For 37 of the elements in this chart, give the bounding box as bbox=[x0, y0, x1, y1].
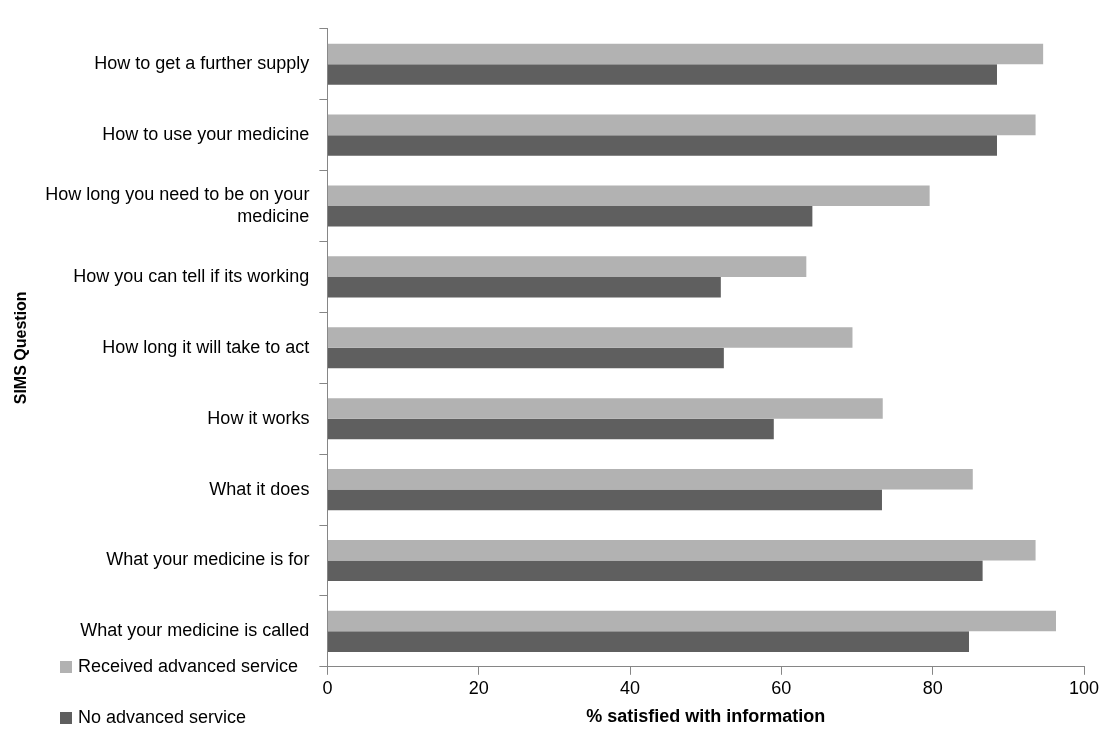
bar bbox=[327, 43, 1044, 65]
y-tick-label: What your medicine is for bbox=[106, 549, 310, 570]
bar bbox=[327, 347, 724, 369]
y-axis-title: SIMS Question bbox=[12, 291, 30, 405]
bar bbox=[327, 276, 721, 298]
bar bbox=[327, 469, 973, 490]
bar bbox=[327, 64, 997, 85]
bar bbox=[327, 489, 882, 511]
y-tick-label: How you can tell if its working bbox=[73, 265, 310, 286]
y-tick-label: How it works bbox=[207, 407, 310, 428]
x-tick-label: 80 bbox=[922, 677, 943, 698]
y-tick-label: How to get a further supply bbox=[94, 53, 310, 74]
bar bbox=[327, 539, 1036, 561]
bar bbox=[327, 206, 813, 227]
x-tick-label: 0 bbox=[322, 677, 333, 698]
x-axis-title: % satisfied with information bbox=[586, 706, 826, 727]
bar bbox=[327, 398, 883, 419]
x-tick-label: 60 bbox=[771, 677, 792, 698]
bar bbox=[327, 418, 774, 440]
y-tick-label: How long it will take to act bbox=[102, 336, 310, 357]
x-tick-label: 40 bbox=[620, 677, 641, 698]
bar bbox=[327, 256, 807, 277]
legend-label: Received advanced service bbox=[78, 656, 299, 677]
bar bbox=[327, 135, 997, 156]
y-tick-label: How to use your medicine bbox=[102, 124, 310, 145]
legend-label: No advanced service bbox=[78, 707, 247, 728]
y-tick-label: What your medicine is called bbox=[80, 620, 310, 641]
bar bbox=[327, 610, 1057, 632]
bar bbox=[327, 327, 853, 348]
bar bbox=[327, 114, 1036, 136]
y-tick-label: How long you need to be on your medicine bbox=[45, 184, 310, 226]
bar bbox=[327, 631, 969, 652]
x-tick-label: 100 bbox=[1068, 677, 1100, 698]
y-tick-label: What it does bbox=[209, 478, 310, 499]
bar bbox=[327, 185, 930, 207]
x-tick-label: 20 bbox=[468, 677, 489, 698]
bar bbox=[327, 560, 983, 582]
